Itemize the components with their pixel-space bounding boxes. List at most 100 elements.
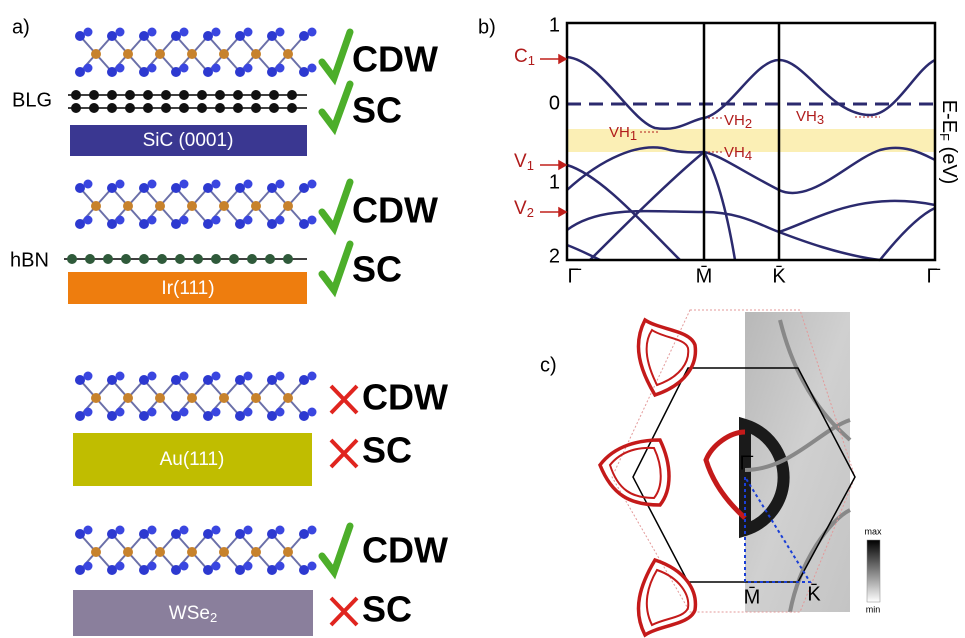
vh-label: VH1 (609, 124, 637, 143)
atom (75, 529, 85, 539)
atom (115, 179, 125, 189)
atom (203, 375, 213, 385)
atom (235, 31, 245, 41)
atom (275, 215, 285, 225)
atom (269, 103, 279, 113)
atom (211, 27, 221, 37)
substrate-label: Au(111) (160, 449, 225, 470)
atom (211, 215, 221, 225)
atom (179, 103, 189, 113)
atom (171, 31, 181, 41)
atom (107, 411, 117, 421)
fermi-contours (598, 317, 747, 638)
atom (83, 27, 93, 37)
substrate (73, 590, 313, 636)
atom (233, 103, 243, 113)
atom (287, 90, 297, 100)
y-tick-label: 0 (549, 92, 560, 114)
atom (83, 63, 93, 73)
atom (107, 90, 117, 100)
x-tick-label: M̄ (696, 264, 713, 287)
point-label: K̄ (807, 582, 821, 605)
atom (267, 31, 277, 41)
vh-leaders (640, 116, 880, 153)
atom (171, 219, 181, 229)
atom (125, 103, 135, 113)
atom (203, 529, 213, 539)
atom (91, 201, 101, 211)
panel-label: b) (478, 16, 496, 38)
cdw-label: CDW (352, 190, 438, 231)
atom (299, 219, 309, 229)
atom (307, 525, 317, 535)
atom (211, 63, 221, 73)
atom (139, 31, 149, 41)
atom (267, 67, 277, 77)
atom (107, 103, 117, 113)
x-tick-label: Γ̄ (926, 265, 940, 287)
atom (179, 371, 189, 381)
atom (283, 201, 293, 211)
atom (171, 529, 181, 539)
atom (147, 371, 157, 381)
atom (187, 547, 197, 557)
atom (115, 371, 125, 381)
point-label: Γ̄ (739, 452, 753, 474)
atom (235, 219, 245, 229)
atom (175, 254, 185, 264)
atom (179, 179, 189, 189)
atom (229, 254, 239, 264)
atom (71, 103, 81, 113)
atom (203, 183, 213, 193)
atom (155, 49, 165, 59)
atom (187, 201, 197, 211)
atom (299, 31, 309, 41)
atom (75, 375, 85, 385)
atom (235, 375, 245, 385)
arrows (540, 53, 568, 218)
atom (299, 529, 309, 539)
atom (211, 407, 221, 417)
atom (243, 407, 253, 417)
atom (83, 407, 93, 417)
atom (75, 411, 85, 421)
y-tick-label: 2 (549, 245, 560, 267)
atom (307, 27, 317, 37)
crosses (329, 384, 359, 627)
atom (139, 529, 149, 539)
atom (203, 31, 213, 41)
atom (267, 183, 277, 193)
atom (161, 90, 171, 100)
frame (565, 21, 937, 262)
atom (139, 254, 149, 264)
atom (267, 529, 277, 539)
atom (123, 49, 133, 59)
atom (211, 371, 221, 381)
atom (115, 561, 125, 571)
sc-label: SC (352, 90, 402, 131)
atom (307, 407, 317, 417)
atom (243, 525, 253, 535)
atom (235, 411, 245, 421)
atom (75, 67, 85, 77)
vh-label: VH4 (724, 144, 752, 163)
atom (193, 254, 203, 264)
outer-hexagon (611, 309, 856, 613)
atom (179, 90, 189, 100)
atom (267, 411, 277, 421)
atom (215, 90, 225, 100)
atom (115, 525, 125, 535)
atom (267, 219, 277, 229)
atom (299, 183, 309, 193)
atom (107, 67, 117, 77)
atom (179, 407, 189, 417)
atom (275, 525, 285, 535)
arpes-map (745, 312, 850, 612)
atom (89, 90, 99, 100)
atom (83, 371, 93, 381)
atom (91, 547, 101, 557)
substrate-label: Ir(111) (161, 278, 214, 299)
atom (203, 67, 213, 77)
atom (251, 103, 261, 113)
